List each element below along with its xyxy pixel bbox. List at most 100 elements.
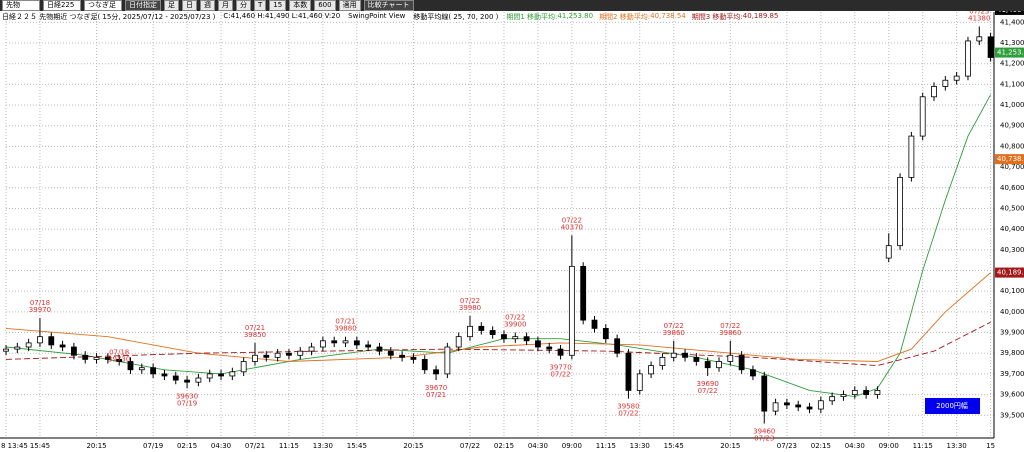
x-tick-label: 15:45 <box>347 442 367 450</box>
candle-body <box>659 356 666 367</box>
tool-button[interactable]: 足 <box>164 0 179 11</box>
candle-body <box>897 177 903 247</box>
candle-body <box>625 352 632 391</box>
tool-button[interactable]: 適用 <box>338 0 361 11</box>
candle-body <box>965 40 971 77</box>
candle-body <box>353 340 360 346</box>
x-tick-label: 02:15 <box>494 442 514 450</box>
x-tick-label: 15:45 <box>30 442 50 450</box>
x-tick-label: 04:30 <box>845 442 865 450</box>
x-tick-label: 13:30 <box>313 442 333 450</box>
tool-button[interactable]: 分 <box>236 0 251 11</box>
y-tick-label: 40,500 <box>1000 204 1024 212</box>
y-tick-label: 40,800 <box>1000 142 1024 150</box>
candle-body <box>274 352 281 358</box>
x-tick-label: 15:45 <box>664 442 684 450</box>
swing-date: 07/21 <box>245 324 265 332</box>
candle-body <box>319 340 326 348</box>
y-tick-label: 40,900 <box>1000 122 1024 130</box>
x-tick-label: 11:15 <box>279 442 299 450</box>
swing-date: 07/22 <box>460 297 480 305</box>
x-tick-label: 02:15 <box>177 442 197 450</box>
legend-name: 期間2 移動平均: <box>599 13 651 21</box>
candle-body <box>308 346 315 352</box>
swing-price: 39730 <box>108 356 130 364</box>
candle-body <box>908 135 915 178</box>
candle-body <box>455 336 462 348</box>
tool-button[interactable]: 日付指定 <box>125 0 161 11</box>
x-tick-label: 07/21 <box>245 442 265 450</box>
candle-body <box>82 354 89 360</box>
tool-button[interactable]: つなぎ足 <box>84 0 122 11</box>
candle-body <box>421 359 428 371</box>
toolbar: 先物 日経225 つなぎ足 日付指定足日週月分 T 15 本数 600 適用 比較チャート <box>0 0 1024 11</box>
x-tick-label: 20:15 <box>403 442 423 450</box>
price-box-label: 40,189.85 <box>997 269 1024 277</box>
x-tick-label: 15 <box>986 442 995 450</box>
candle-body <box>580 265 587 321</box>
swing-date: 07/22 <box>505 314 525 322</box>
candle-body <box>806 406 813 410</box>
y-tick-label: 41,100 <box>1000 80 1024 88</box>
candle-body <box>829 396 836 402</box>
tool-button[interactable]: 週 <box>200 0 215 11</box>
tool-button[interactable]: 日 <box>182 0 197 11</box>
badge-box <box>925 398 980 414</box>
candle-body <box>138 367 145 371</box>
x-tick-label: 07/22 <box>460 442 480 450</box>
price-box-label: 41,253.80 <box>997 49 1024 57</box>
tool-button[interactable]: 先物 <box>2 0 40 11</box>
candle-body <box>874 390 881 395</box>
swing-date: 07/18 <box>109 349 129 357</box>
tool-button[interactable]: 日経225 <box>43 0 81 11</box>
swing-price: 39690 <box>697 380 719 388</box>
candle-body <box>93 356 100 360</box>
price-box <box>995 267 1024 278</box>
candle-body <box>150 367 157 375</box>
tool-button[interactable]: 本数 <box>289 0 312 11</box>
y-tick-label: 40,300 <box>1000 246 1024 254</box>
y-tick-label: 40,700 <box>1000 163 1024 171</box>
swing-date: 07/19 <box>177 399 197 407</box>
candle-body <box>614 338 621 354</box>
candle-body <box>512 336 519 340</box>
ma-line <box>5 321 991 367</box>
candle-body <box>252 354 258 362</box>
y-tick-label: 39,500 <box>1000 411 1024 419</box>
x-tick-label: 11:15 <box>913 442 933 450</box>
tool-button[interactable]: 月 <box>218 0 233 11</box>
candle-body <box>331 340 338 344</box>
candle-body <box>783 402 790 406</box>
candle-body <box>942 79 949 87</box>
candle-body <box>523 336 530 342</box>
tool-button[interactable]: 比較チャート <box>363 0 414 11</box>
candle-body <box>863 390 870 395</box>
x-tick-label: 04:30 <box>528 442 548 450</box>
candle-body <box>48 336 55 346</box>
price-box <box>995 47 1024 58</box>
candle-body <box>104 356 111 360</box>
candle-body <box>3 348 9 352</box>
x-tick-label: 11:15 <box>596 442 616 450</box>
tool-button[interactable]: T <box>254 0 267 11</box>
tool-button[interactable]: 600 <box>314 0 336 11</box>
x-tick-label: 20:15 <box>86 442 106 450</box>
swing-price: 39860 <box>719 329 741 337</box>
y-tick-label: 39,700 <box>1000 370 1024 378</box>
candle-body <box>14 346 21 350</box>
candle-body <box>670 352 677 358</box>
swing-date: 07/22 <box>562 216 582 224</box>
swing-price: 40370 <box>561 223 583 231</box>
tool-button[interactable]: 15 <box>269 0 287 11</box>
candle-body <box>772 402 779 412</box>
